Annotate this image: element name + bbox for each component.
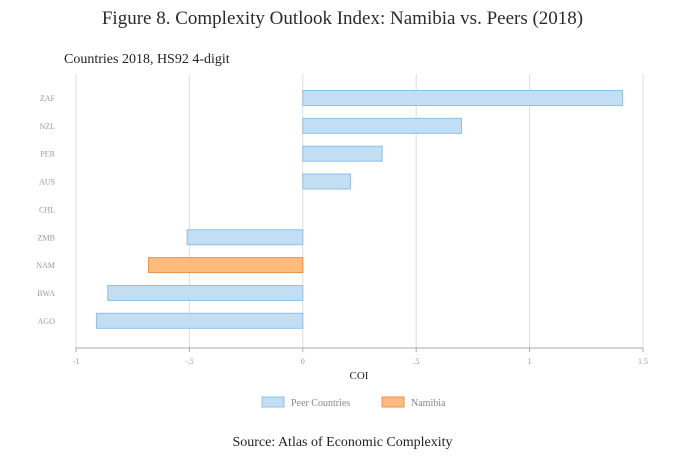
peer-bar-ago [95, 312, 304, 329]
x-tick-label: 1 [528, 357, 532, 366]
peer-bar-bwa [107, 284, 304, 301]
x-tick-label: .5 [413, 357, 419, 366]
axes: -1 -.5 0 .5 1 1.5 ZAF NZL PER AUS CHL ZMB NAM BWA AGO [36, 94, 648, 366]
peer-bar-zaf [302, 90, 624, 106]
y-tick-label: NZL [39, 122, 55, 131]
x-tick-label: -.5 [185, 357, 194, 366]
y-tick-label: ZAF [40, 94, 56, 103]
x-tick-label: -1 [73, 357, 80, 366]
legend: Peer Countries Namibia [261, 396, 446, 409]
legend-label: Namibia [411, 398, 446, 409]
namibia-bar-nam [148, 257, 304, 274]
y-tick-label: NAM [36, 261, 55, 270]
y-tick-label: CHL [39, 205, 55, 214]
x-tick-label: 1.5 [638, 357, 648, 366]
peer-bar-per [302, 145, 383, 162]
legend-swatch [261, 396, 285, 408]
bars [95, 90, 624, 329]
chart-title: Countries 2018, HS92 4-digit [64, 52, 230, 67]
x-tick-label: 0 [301, 357, 305, 366]
legend-label: Peer Countries [291, 398, 350, 409]
x-axis-title: COI [350, 370, 369, 382]
source-note: Source: Atlas of Economic Complexity [232, 435, 453, 450]
grid-lines [75, 74, 644, 348]
y-tick-label: AGO [38, 317, 56, 326]
figure-title: Figure 8. Complexity Outlook Index: Nami… [101, 8, 584, 29]
peer-bar-nzl [302, 117, 463, 134]
peer-bar-zmb [186, 229, 304, 246]
peer-bar-aus [302, 173, 351, 190]
y-tick-label: BWA [37, 289, 55, 298]
legend-swatch [381, 396, 405, 408]
y-tick-label: PER [40, 150, 55, 159]
y-tick-label: ZMB [38, 233, 55, 242]
y-tick-label: AUS [39, 178, 55, 187]
coi-bar-chart: -1 -.5 0.5 1 1.5ZAFNZLPERAUSCHLZMBNAMBWAAGO … [36, 74, 648, 409]
